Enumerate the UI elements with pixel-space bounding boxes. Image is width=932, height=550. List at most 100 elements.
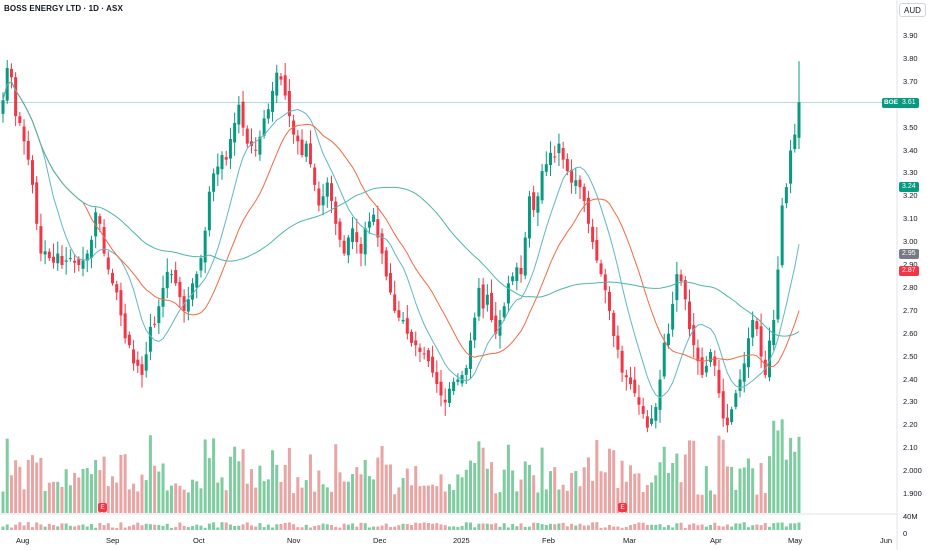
volume-bar	[519, 479, 523, 513]
price-tick-label: 2.000	[903, 466, 922, 476]
indicator-bar	[591, 522, 595, 530]
volume-bar	[224, 490, 228, 513]
indicator-bar	[624, 526, 628, 530]
indicator-bar	[709, 524, 713, 530]
indicator-bar	[140, 525, 144, 530]
time-tick-label: Feb	[542, 536, 555, 545]
price-tick-label: 2.40	[903, 374, 918, 384]
volume-bar	[178, 485, 182, 513]
time-tick-label: Dec	[373, 536, 387, 545]
indicator-bar	[481, 523, 485, 530]
indicator-bar	[334, 526, 338, 530]
earnings-marker-2[interactable]: E	[618, 503, 627, 512]
indicator-bar	[502, 523, 506, 530]
indicator-bar	[14, 524, 18, 530]
volume-bar	[612, 450, 616, 513]
volume-bar	[603, 472, 607, 513]
price-tick-label: 3.70	[903, 76, 918, 86]
indicator-bar	[241, 524, 245, 530]
indicator-bar	[439, 524, 443, 530]
candle-body	[515, 267, 519, 282]
volume-bar	[9, 475, 13, 513]
indicator-bar	[39, 524, 43, 530]
volume-bar	[721, 439, 725, 513]
indicator-bar	[410, 524, 414, 530]
candle-body	[511, 276, 515, 282]
indicator-bar	[73, 526, 77, 530]
indicator-bar	[485, 523, 489, 530]
volume-bar	[220, 477, 224, 513]
candle-body	[47, 251, 51, 259]
indicator-bar	[532, 522, 536, 530]
chart-title: BOSS ENERGY LTD · 1D · ASX	[4, 4, 123, 13]
indicator-bar	[115, 527, 119, 530]
indicator-bar	[325, 524, 329, 530]
indicator-bar	[106, 523, 110, 530]
volume-bar	[52, 481, 56, 513]
time-tick-label: Oct	[193, 536, 205, 545]
volume-bar	[645, 485, 649, 513]
volume-bar	[578, 486, 582, 513]
indicator-bar	[35, 522, 39, 530]
indicator-bar	[94, 527, 98, 530]
volume-bar	[439, 474, 443, 513]
indicator-bar	[645, 524, 649, 530]
candle-body	[275, 72, 279, 96]
indicator-bar	[372, 526, 376, 530]
candle-body	[418, 347, 422, 353]
candle-body	[768, 340, 772, 378]
volume-bar	[464, 469, 468, 513]
candle-body	[519, 267, 523, 275]
indicator-bar	[169, 527, 173, 530]
indicator-bar	[519, 523, 523, 530]
price-tick-label: 2.70	[903, 305, 918, 315]
volume-bar	[671, 462, 675, 513]
candle-body	[717, 369, 721, 394]
currency-selector[interactable]: AUD	[899, 3, 926, 17]
volume-bar	[789, 437, 793, 513]
candle-body	[763, 359, 767, 375]
indicator-bar	[376, 526, 380, 530]
indicator-bar	[612, 526, 616, 530]
volume-bar	[742, 467, 746, 513]
indicator-bar	[342, 523, 346, 530]
candle-body	[195, 274, 199, 288]
candle-body	[1, 100, 5, 114]
candle-body	[401, 319, 405, 322]
candle-body	[283, 75, 287, 96]
candle-body	[304, 143, 308, 157]
volume-bar	[330, 491, 334, 513]
indicator-bar	[262, 527, 266, 530]
indicator-bar	[195, 524, 199, 530]
candle-body	[186, 299, 190, 312]
volume-bar	[26, 459, 30, 513]
volume-bar	[431, 484, 435, 513]
volume-bar	[397, 487, 401, 513]
indicator-bar	[763, 523, 767, 530]
candle-body	[287, 91, 291, 117]
indicator-bar	[102, 525, 106, 530]
indicator-bar	[161, 525, 165, 530]
candle-body	[106, 257, 110, 270]
candle-body	[692, 325, 696, 346]
indicator-bar	[776, 522, 780, 530]
volume-bar	[751, 468, 755, 513]
candle-body	[363, 228, 367, 255]
indicator-bar	[418, 523, 422, 530]
candle-body	[140, 364, 144, 375]
indicator-bar	[679, 522, 683, 530]
volume-bar	[553, 467, 557, 513]
volume-bar	[81, 468, 85, 513]
indicator-bar	[233, 525, 237, 530]
candle-body	[43, 251, 47, 255]
indicator-bar	[452, 526, 456, 530]
volume-bar	[523, 461, 527, 513]
candle-body	[220, 155, 224, 170]
indicator-bar	[629, 525, 633, 530]
candle-body	[709, 352, 713, 363]
indicator-bar	[216, 527, 220, 530]
earnings-marker-1[interactable]: E	[98, 503, 107, 512]
indicator-bar	[207, 523, 211, 530]
indicator-bar	[633, 523, 637, 530]
